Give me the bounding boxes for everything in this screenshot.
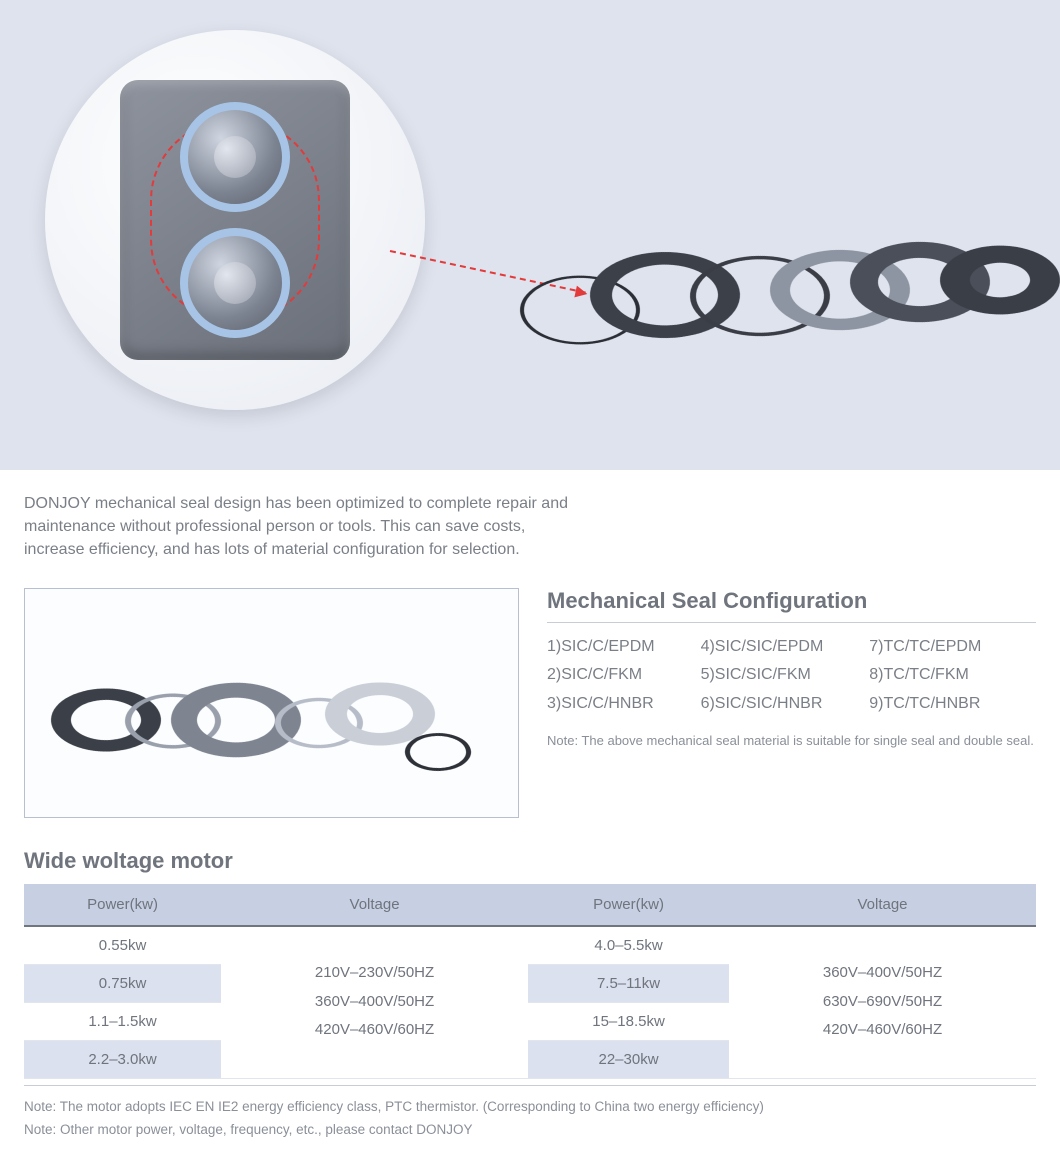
rotor-bottom — [180, 228, 290, 338]
exploded-seal-view — [520, 150, 1040, 390]
power-cell: 4.0–5.5kw — [528, 926, 729, 965]
motor-table: Power(kw) Voltage Power(kw) Voltage 0.55… — [24, 884, 1036, 1079]
config-panel: Mechanical Seal Configuration 1)SIC/C/EP… — [547, 588, 1036, 818]
power-cell: 7.5–11kw — [528, 964, 729, 1002]
config-item: 5)SIC/SIC/FKM — [701, 661, 824, 690]
power-cell: 0.55kw — [24, 926, 221, 965]
config-item: 7)TC/TC/EPDM — [869, 633, 981, 662]
th-voltage-2: Voltage — [729, 884, 1036, 926]
power-cell: 2.2–3.0kw — [24, 1040, 221, 1078]
seal-assembly-image — [24, 588, 519, 818]
config-item: 6)SIC/SIC/HNBR — [701, 690, 824, 719]
config-item: 3)SIC/C/HNBR — [547, 690, 655, 719]
config-col-1: 1)SIC/C/EPDM2)SIC/C/FKM3)SIC/C/HNBR — [547, 633, 655, 719]
th-power-2: Power(kw) — [528, 884, 729, 926]
motor-title: Wide woltage motor — [24, 848, 1036, 874]
th-power-1: Power(kw) — [24, 884, 221, 926]
config-item: 8)TC/TC/FKM — [869, 661, 981, 690]
config-note: Note: The above mechanical seal material… — [547, 733, 1036, 748]
voltage-cell-right: 360V–400V/50HZ630V–690V/50HZ420V–460V/60… — [729, 926, 1036, 1079]
intro-text: DONJOY mechanical seal design has been o… — [24, 492, 584, 562]
power-cell: 0.75kw — [24, 964, 221, 1002]
power-cell: 1.1–1.5kw — [24, 1002, 221, 1040]
rotor-top — [180, 102, 290, 212]
footer-note-2: Note: Other motor power, voltage, freque… — [24, 1119, 1036, 1142]
voltage-cell-left: 210V–230V/50HZ360V–400V/50HZ420V–460V/60… — [221, 926, 528, 1079]
config-item: 1)SIC/C/EPDM — [547, 633, 655, 662]
config-col-3: 7)TC/TC/EPDM8)TC/TC/FKM9)TC/TC/HNBR — [869, 633, 981, 719]
th-voltage-1: Voltage — [221, 884, 528, 926]
hero-diagram — [0, 0, 1060, 470]
footer-notes: Note: The motor adopts IEC EN IE2 energy… — [24, 1085, 1036, 1142]
config-item: 4)SIC/SIC/EPDM — [701, 633, 824, 662]
config-columns: 1)SIC/C/EPDM2)SIC/C/FKM3)SIC/C/HNBR 4)SI… — [547, 633, 1036, 719]
config-col-2: 4)SIC/SIC/EPDM5)SIC/SIC/FKM6)SIC/SIC/HNB… — [701, 633, 824, 719]
config-title: Mechanical Seal Configuration — [547, 588, 1036, 623]
power-cell: 22–30kw — [528, 1040, 729, 1078]
pump-body — [120, 80, 350, 360]
footer-note-1: Note: The motor adopts IEC EN IE2 energy… — [24, 1096, 1036, 1119]
power-cell: 15–18.5kw — [528, 1002, 729, 1040]
pump-detail-circle — [45, 30, 425, 410]
config-item: 9)TC/TC/HNBR — [869, 690, 981, 719]
config-item: 2)SIC/C/FKM — [547, 661, 655, 690]
